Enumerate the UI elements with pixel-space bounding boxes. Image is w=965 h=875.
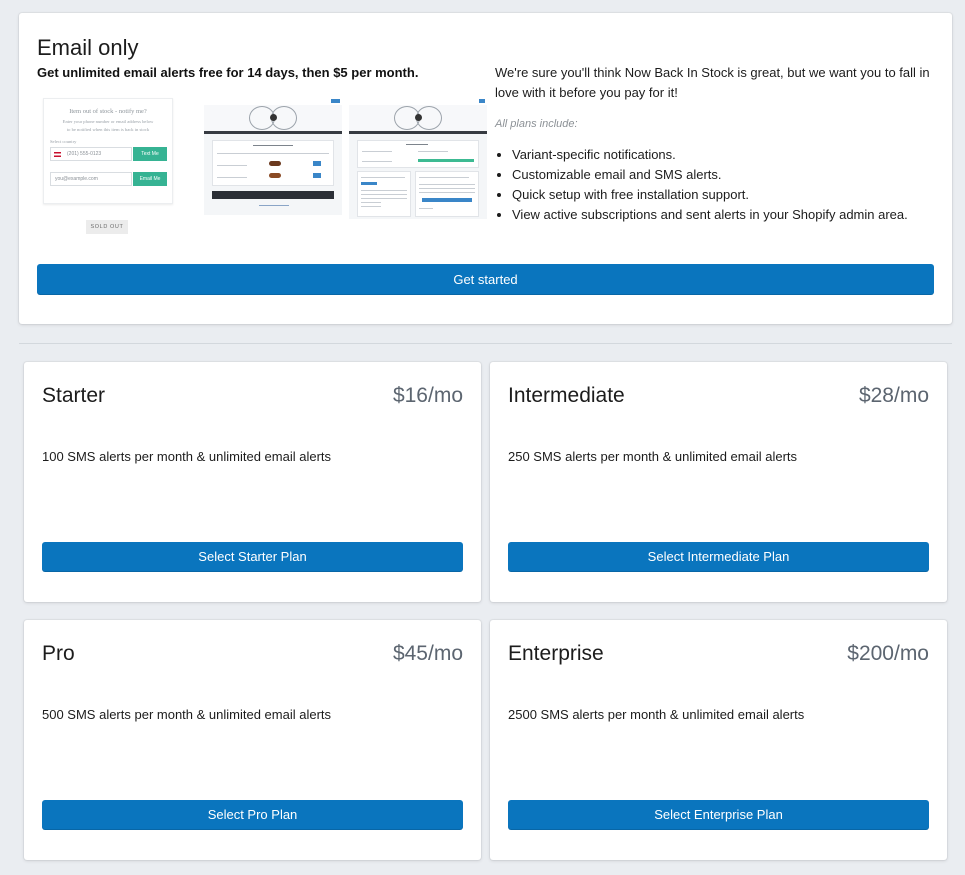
admin-settings-preview bbox=[349, 98, 487, 219]
feature-item: View active subscriptions and sent alert… bbox=[512, 205, 908, 225]
select-pro-plan-button[interactable]: Select Pro Plan bbox=[42, 800, 463, 830]
plan-card-intermediate: Intermediate $28/mo 250 SMS alerts per m… bbox=[490, 362, 947, 602]
preview-settings-panel bbox=[357, 140, 479, 168]
storefront-form-preview: Item out of stock - notify me? Enter you… bbox=[43, 98, 173, 204]
preview-text-me-button: Text Me bbox=[133, 147, 167, 161]
preview-sold-out-badge: SOLD OUT bbox=[86, 220, 128, 234]
preview-hero bbox=[204, 105, 342, 131]
preview-form-line1: Enter your phone number or email address… bbox=[62, 119, 154, 124]
plan-name: Enterprise bbox=[508, 642, 604, 665]
feature-list: Variant-specific notifications. Customiz… bbox=[495, 145, 908, 225]
preview-products-table bbox=[212, 140, 334, 186]
plan-name: Pro bbox=[42, 642, 75, 665]
get-started-button[interactable]: Get started bbox=[37, 264, 934, 295]
preview-form-line2: to be notified when this item is back in… bbox=[66, 127, 150, 132]
plan-description: 500 SMS alerts per month & unlimited ema… bbox=[42, 707, 332, 722]
preview-form-heading: Item out of stock - notify me? bbox=[69, 108, 147, 115]
plan-price: $16/mo bbox=[392, 384, 463, 407]
preview-email-me-button: Email Me bbox=[133, 172, 167, 186]
admin-products-preview bbox=[204, 98, 342, 215]
plan-card-enterprise: Enterprise $200/mo 2500 SMS alerts per m… bbox=[490, 620, 947, 860]
email-only-title: Email only bbox=[37, 35, 139, 60]
feature-item: Quick setup with free installation suppo… bbox=[512, 185, 908, 205]
plan-name: Starter bbox=[42, 384, 106, 407]
email-only-subtitle: Get unlimited email alerts free for 14 d… bbox=[37, 65, 419, 80]
plan-price: $200/mo bbox=[847, 642, 929, 665]
plan-price: $45/mo bbox=[392, 642, 463, 665]
shoe-icon bbox=[269, 161, 281, 166]
logo-dot-icon bbox=[270, 114, 277, 121]
email-only-card: Email only Get unlimited email alerts fr… bbox=[19, 13, 952, 324]
select-starter-plan-button[interactable]: Select Starter Plan bbox=[42, 542, 463, 572]
preview-phone-placeholder: (201) 555-0123 bbox=[67, 151, 102, 157]
preview-sms-template bbox=[415, 171, 479, 217]
preview-email-field: you@example.com bbox=[50, 172, 132, 186]
select-enterprise-plan-button[interactable]: Select Enterprise Plan bbox=[508, 800, 929, 830]
select-intermediate-plan-button[interactable]: Select Intermediate Plan bbox=[508, 542, 929, 572]
feature-item: Customizable email and SMS alerts. bbox=[512, 165, 908, 185]
preview-hero bbox=[349, 105, 487, 131]
feature-item: Variant-specific notifications. bbox=[512, 145, 908, 165]
preview-email-placeholder: you@example.com bbox=[55, 176, 98, 182]
plans-include-label: All plans include: bbox=[495, 118, 578, 130]
preview-gallery: Item out of stock - notify me? Enter you… bbox=[41, 98, 487, 234]
plan-card-pro: Pro $45/mo 500 SMS alerts per month & un… bbox=[24, 620, 481, 860]
preview-country-label: Select country bbox=[50, 139, 77, 144]
intro-text: We're sure you'll think Now Back In Stoc… bbox=[495, 65, 930, 100]
plan-price: $28/mo bbox=[858, 384, 929, 407]
shoe-icon bbox=[269, 173, 281, 178]
plan-name: Intermediate bbox=[508, 384, 625, 407]
preview-email-template bbox=[357, 171, 411, 217]
logo-dot-icon bbox=[415, 114, 422, 121]
section-divider bbox=[19, 343, 952, 344]
us-flag-icon bbox=[54, 152, 61, 157]
plan-description: 2500 SMS alerts per month & unlimited em… bbox=[508, 707, 805, 722]
plan-description: 250 SMS alerts per month & unlimited ema… bbox=[508, 449, 798, 464]
plan-description: 100 SMS alerts per month & unlimited ema… bbox=[42, 449, 332, 464]
preview-phone-field: (201) 555-0123 bbox=[50, 147, 132, 161]
plan-card-starter: Starter $16/mo 100 SMS alerts per month … bbox=[24, 362, 481, 602]
